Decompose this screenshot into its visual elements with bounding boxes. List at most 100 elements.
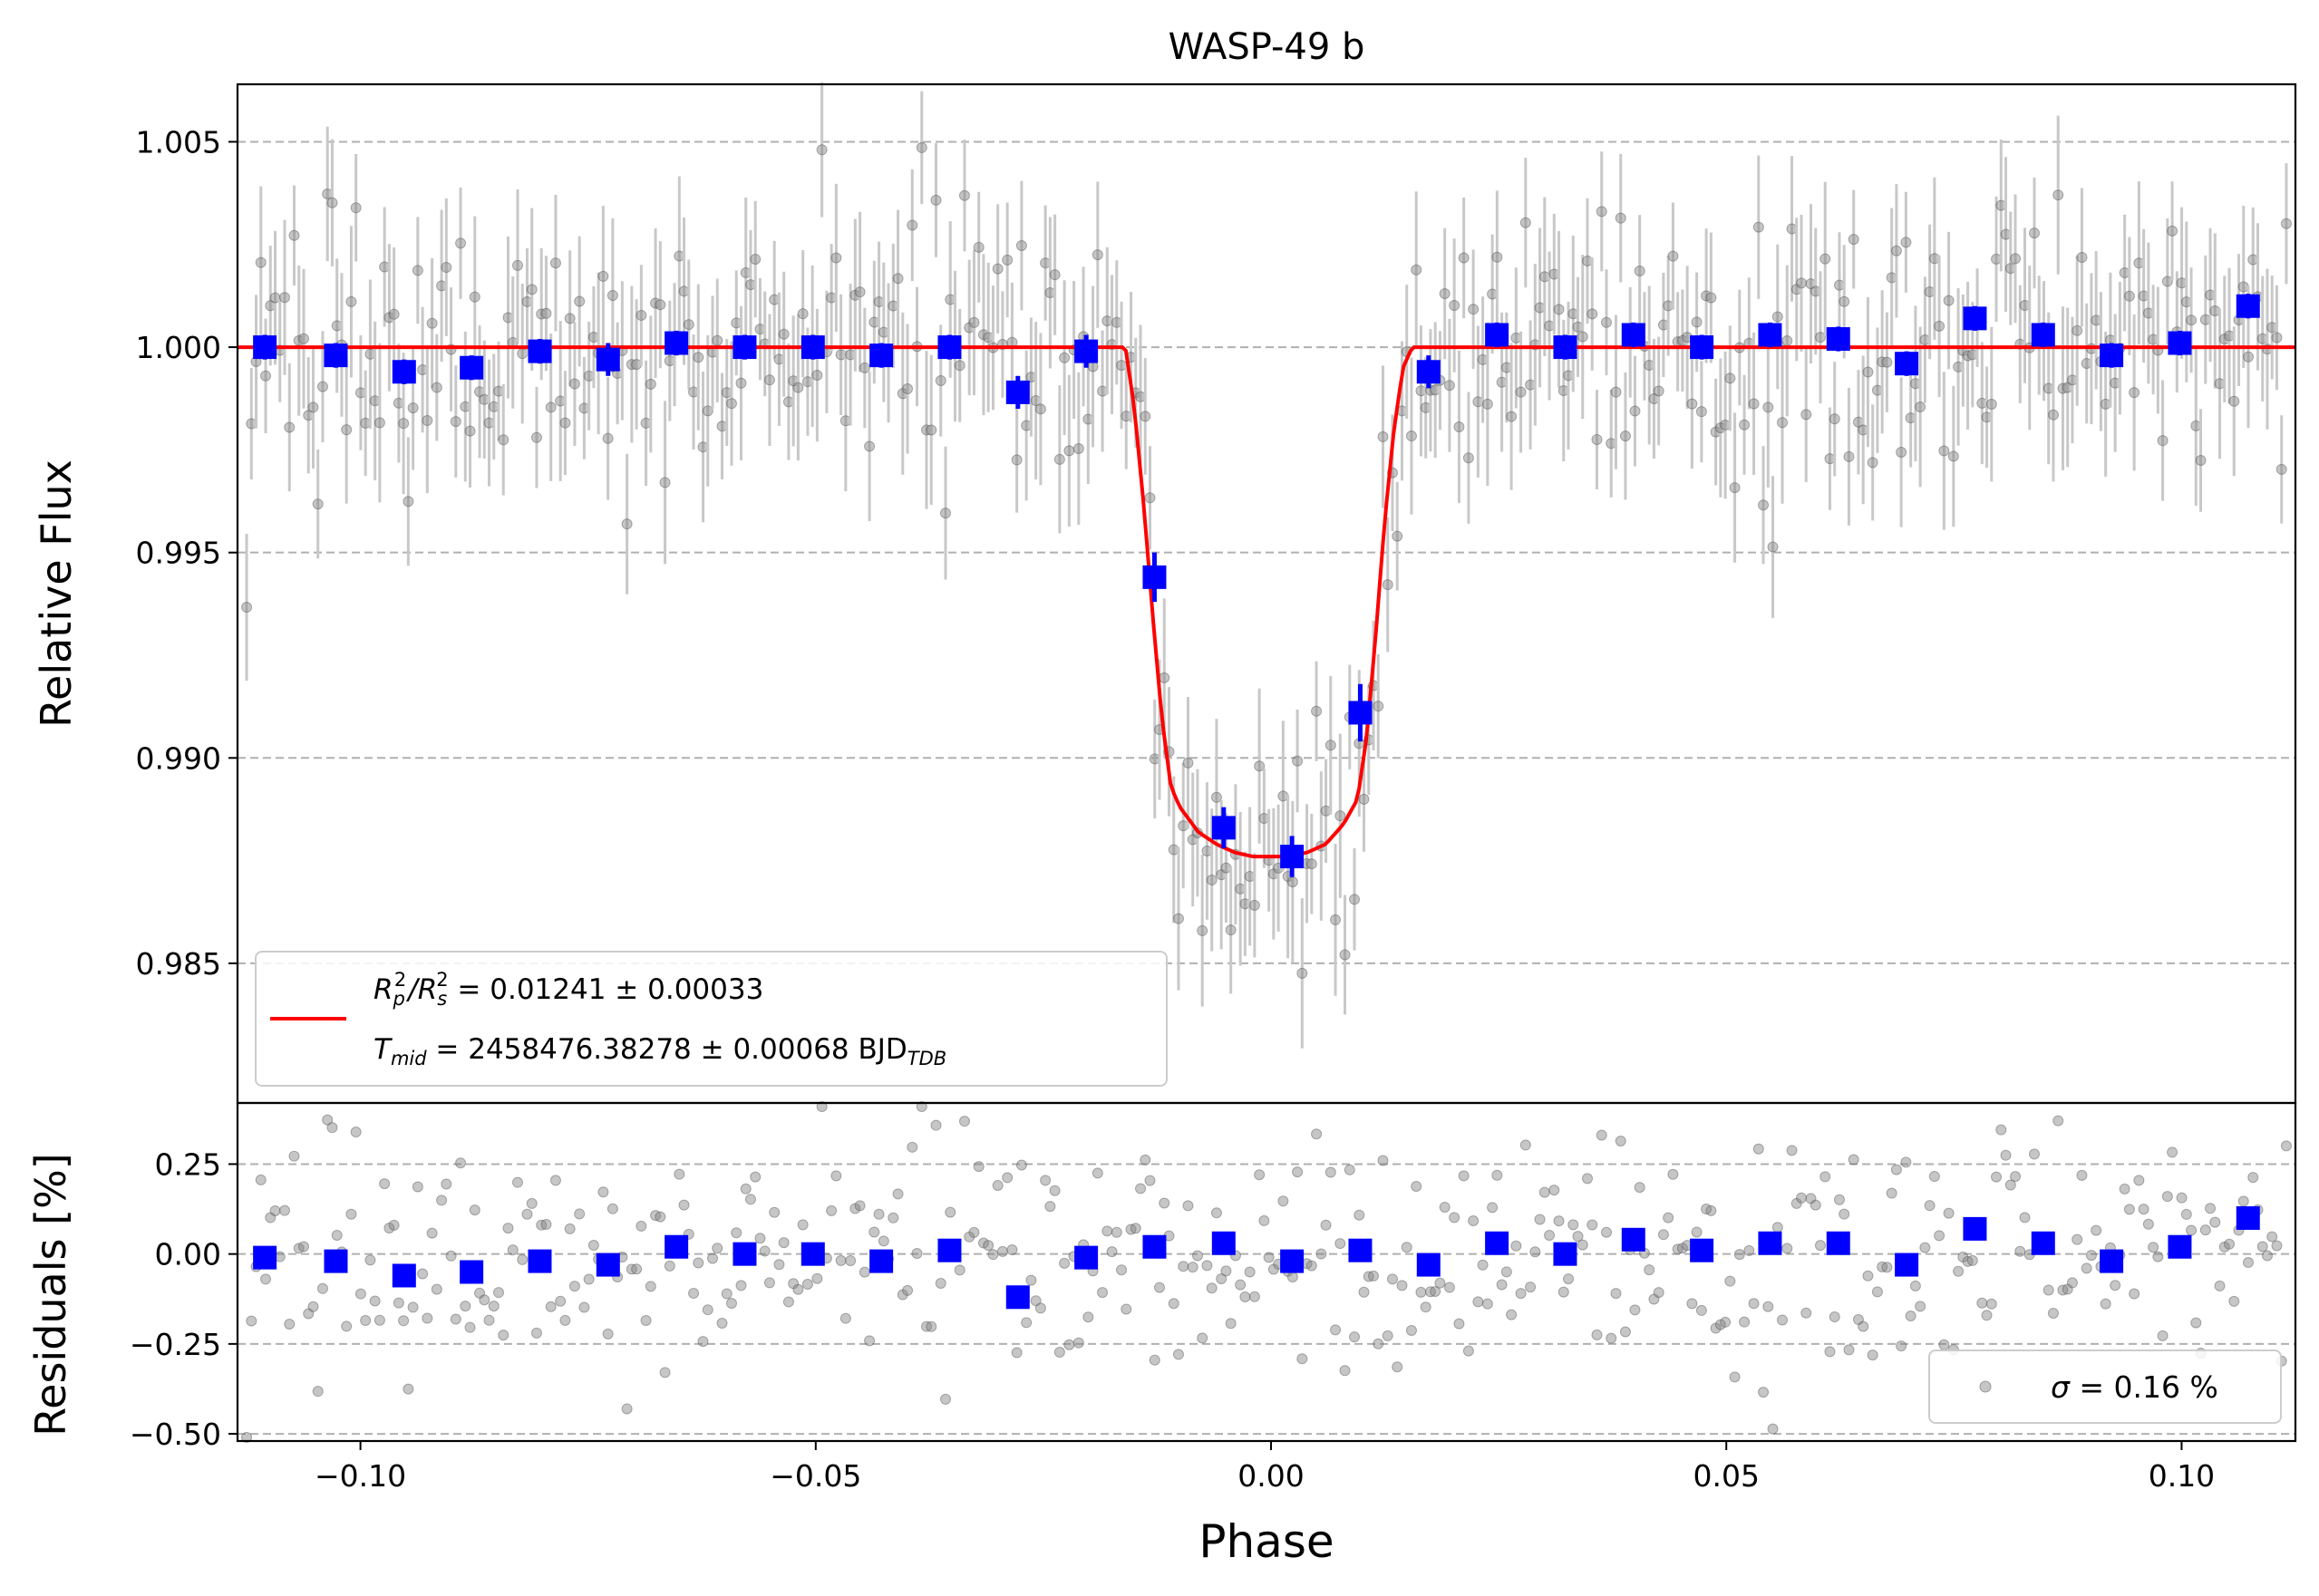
flux-raw-point [260, 370, 272, 382]
residuals-raw-point [350, 1127, 362, 1138]
residuals-raw-point [1130, 1223, 1141, 1234]
residuals-raw-point [1534, 1214, 1546, 1225]
residuals-raw-point [1890, 1164, 1902, 1175]
flux-binned-point [528, 339, 552, 363]
residuals-raw-point [474, 1287, 486, 1299]
residuals-raw-point [1886, 1187, 1897, 1199]
residuals-raw-point [830, 1170, 842, 1182]
residuals-y-tick-label: 0.25 [155, 1146, 221, 1182]
flux-raw-point [1349, 894, 1361, 905]
residuals-raw-point [1553, 1215, 1565, 1227]
flux-raw-point [1848, 234, 1859, 246]
residuals-raw-point [1839, 1208, 1850, 1220]
flux-raw-point [1586, 308, 1598, 320]
flux-binned-point [869, 343, 894, 368]
residuals-raw-point [859, 1266, 870, 1278]
residuals-raw-point [2133, 1175, 2145, 1186]
flux-raw-point [297, 333, 309, 344]
flux-binned-point [1690, 335, 1714, 360]
flux-raw-point [426, 317, 438, 329]
residuals-raw-point [750, 1171, 762, 1183]
flux-raw-point [1144, 492, 1156, 504]
flux-raw-point [1292, 755, 1304, 767]
residuals-raw-point [1976, 1297, 1988, 1309]
residuals-raw-point [1472, 1296, 1484, 1308]
flux-raw-point [1453, 421, 1465, 432]
flux-raw-point [1254, 760, 1266, 772]
residuals-binned-point [2168, 1234, 2192, 1259]
residuals-raw-point [450, 1313, 461, 1325]
flux-raw-point [2242, 351, 2254, 363]
residuals-raw-point [1248, 1291, 1260, 1302]
residuals-raw-point [621, 1403, 633, 1415]
flux-raw-point [1087, 361, 1099, 372]
residuals-raw-point [2256, 1241, 2268, 1253]
residuals-raw-point [1063, 1339, 1075, 1350]
legend-sigma-value: = 0.16 % [2070, 1369, 2218, 1405]
residuals-raw-point [383, 1223, 395, 1234]
flux-raw-point [407, 402, 419, 414]
flux-raw-point [830, 252, 842, 264]
residuals-binned-point [253, 1245, 277, 1270]
residuals-binned-point [1142, 1234, 1167, 1259]
residuals-legend-box [1928, 1349, 2282, 1424]
flux-binned-points [253, 294, 2260, 877]
residuals-raw-point [1434, 1277, 1446, 1289]
flux-binned-point [1553, 335, 1577, 360]
residuals-raw-point [2123, 1204, 2135, 1215]
flux-raw-point [1767, 541, 1779, 553]
residuals-raw-point [1411, 1180, 1422, 1192]
residuals-raw-point [968, 1226, 980, 1238]
residuals-raw-point [1781, 1243, 1793, 1254]
residuals-raw-point [778, 1237, 790, 1249]
residuals-raw-point [996, 1245, 1008, 1257]
flux-raw-point [1762, 401, 1774, 413]
legend-rs-subscript: s [437, 988, 447, 1010]
flux-y-axis-label: Relative Flux [32, 459, 81, 728]
flux-binned-point [1758, 323, 1782, 347]
residuals-raw-point [1672, 1243, 1683, 1255]
residuals-raw-point [445, 1250, 457, 1262]
residuals-raw-point [265, 1212, 277, 1224]
residuals-legend-swatch [1979, 1380, 1992, 1393]
residuals-raw-point [1140, 1154, 1151, 1166]
legend-t-subscript: mid [391, 1048, 427, 1069]
residuals-raw-point [1377, 1155, 1389, 1166]
flux-binned-point [1826, 327, 1850, 351]
legend-rs-superscript: 2 [436, 969, 448, 991]
residuals-binned-point [1074, 1245, 1099, 1270]
residuals-binned-point [1211, 1231, 1236, 1255]
residuals-raw-point [2228, 1295, 2240, 1307]
residuals-raw-point [645, 1281, 656, 1292]
flux-raw-point [1011, 454, 1023, 466]
residuals-raw-point [1800, 1307, 1812, 1319]
flux-raw-point [307, 401, 319, 413]
residuals-raw-point [1634, 1182, 1645, 1194]
residuals-raw-point [1168, 1298, 1179, 1310]
residuals-raw-point [326, 1122, 338, 1134]
residuals-y-tick-label: −0.50 [130, 1417, 221, 1452]
flux-raw-point [1059, 352, 1071, 363]
residuals-raw-point [1676, 1243, 1688, 1254]
residuals-raw-point [2161, 1191, 2173, 1203]
legend-rp-subscript: p [393, 988, 405, 1010]
residuals-raw-point [540, 1218, 552, 1230]
residuals-raw-point [1358, 1286, 1370, 1298]
flux-raw-point [930, 194, 942, 206]
flux-raw-point [2280, 218, 2292, 229]
residuals-raw-point [1510, 1240, 1522, 1252]
flux-raw-point [606, 289, 618, 301]
flux-raw-point [1015, 239, 1027, 251]
residuals-raw-point [1420, 1301, 1431, 1313]
residuals-raw-point [2237, 1195, 2249, 1207]
residuals-raw-point [1468, 1215, 1480, 1227]
flux-raw-point [1519, 217, 1531, 228]
flux-raw-point [1034, 403, 1046, 415]
residuals-raw-point [1938, 1339, 1950, 1350]
residuals-raw-point [878, 1235, 889, 1247]
residuals-raw-point [1858, 1320, 1869, 1332]
residuals-raw-point [888, 1212, 899, 1224]
legend-sigma-symbol: σ [2051, 1369, 2071, 1405]
residuals-raw-point [1572, 1231, 1584, 1243]
residuals-raw-point [1833, 1194, 1845, 1205]
